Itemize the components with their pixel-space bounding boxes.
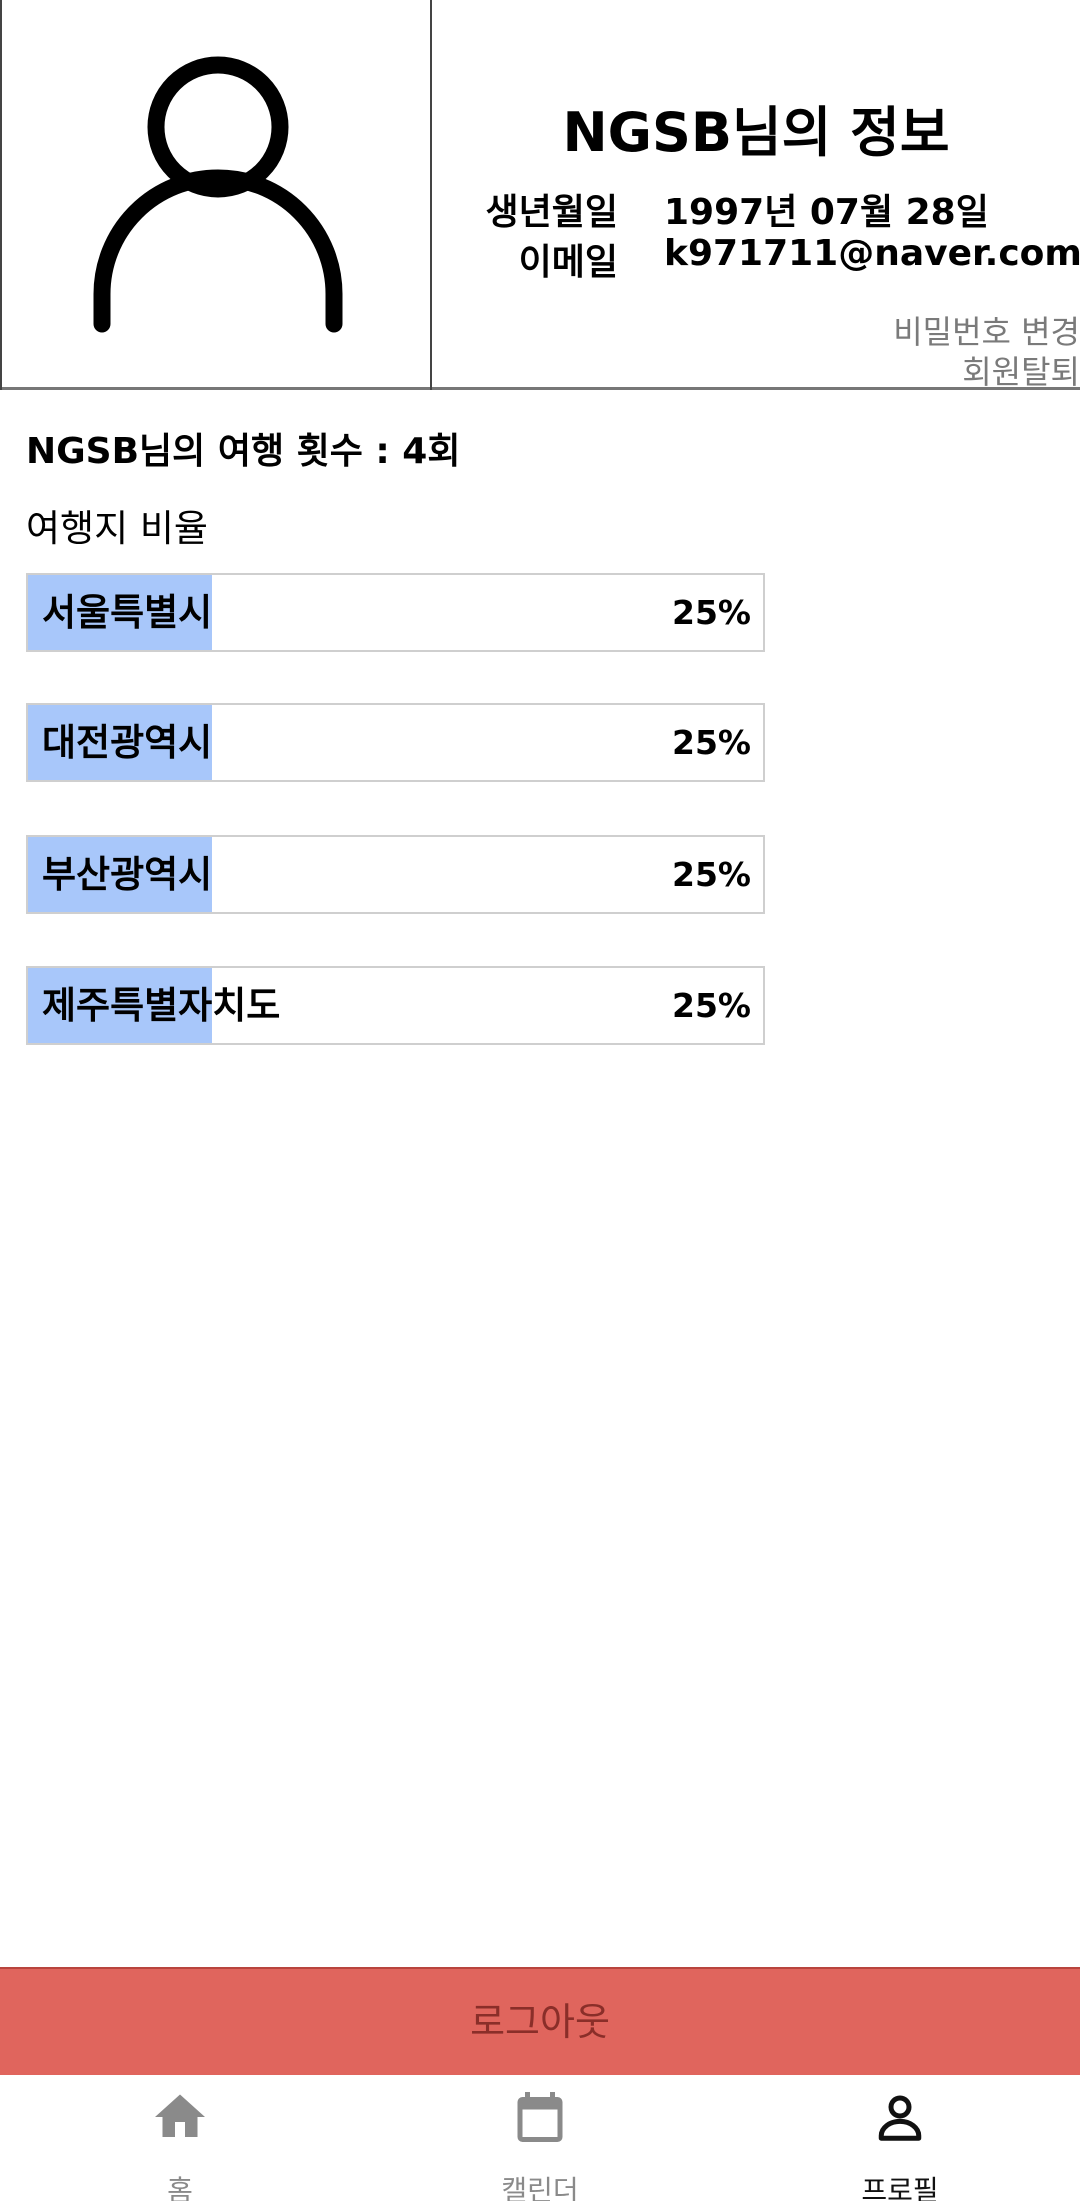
destination-bar-jeju: 제주특별자치도 25% — [26, 966, 765, 1045]
profile-title: NGSB님의 정보 — [562, 101, 950, 164]
destination-name: 서울특별시 — [42, 591, 213, 634]
destination-bar-fill — [28, 837, 212, 912]
nav-home[interactable]: 홈 — [0, 2075, 360, 2201]
avatar — [0, 0, 432, 390]
change-password-link[interactable]: 비밀번호 변경 — [893, 313, 1080, 351]
profile-info: NGSB님의 정보 생년월일 1997년 07월 28일 이메일 k971711… — [432, 0, 1080, 391]
logout-button[interactable]: 로그아웃 — [0, 1967, 1080, 2075]
profile-card: NGSB님의 정보 생년월일 1997년 07월 28일 이메일 k971711… — [0, 0, 1080, 391]
nav-calendar[interactable]: 캘린더 — [360, 2075, 720, 2201]
destination-name: 대전광역시 — [42, 721, 213, 764]
nav-home-label: 홈 — [167, 2174, 193, 2201]
email-label: 이메일 — [518, 242, 618, 283]
destination-bar-fill — [28, 705, 212, 780]
nav-profile[interactable]: 프로필 — [720, 2075, 1080, 2201]
person-icon — [878, 2095, 922, 2141]
destination-percent: 25% — [672, 855, 751, 894]
email-row: 이메일 k971711@naver.com — [432, 233, 1080, 283]
calendar-icon — [517, 2092, 563, 2142]
destination-name: 부산광역시 — [42, 853, 213, 896]
withdraw-link[interactable]: 회원탈퇴 — [962, 353, 1080, 391]
email-value: k971711@naver.com — [664, 233, 1080, 274]
birth-value: 1997년 07월 28일 — [664, 192, 989, 233]
destination-bar-fill — [28, 575, 212, 650]
destination-bar-busan: 부산광역시 25% — [26, 835, 765, 914]
bottom-nav: 홈 캘린더 프로필 — [0, 2075, 1080, 2201]
birth-label: 생년월일 — [485, 192, 618, 233]
nav-calendar-label: 캘린더 — [501, 2174, 579, 2201]
destination-percent: 25% — [672, 723, 751, 762]
person-outline-icon — [93, 56, 343, 333]
ratio-title: 여행지 비율 — [26, 507, 208, 550]
home-icon — [155, 2094, 205, 2137]
trip-count: NGSB님의 여행 횟수 : 4회 — [26, 431, 461, 472]
destination-bar-seoul: 서울특별시 25% — [26, 573, 765, 652]
destination-percent: 25% — [672, 986, 751, 1025]
destination-percent: 25% — [672, 593, 751, 632]
birth-row: 생년월일 1997년 07월 28일 — [432, 183, 1080, 233]
destination-bar-daejeon: 대전광역시 25% — [26, 703, 765, 782]
destination-name: 제주특별자치도 — [42, 984, 281, 1027]
nav-profile-label: 프로필 — [861, 2174, 939, 2201]
destination-bar-fill — [28, 968, 212, 1043]
